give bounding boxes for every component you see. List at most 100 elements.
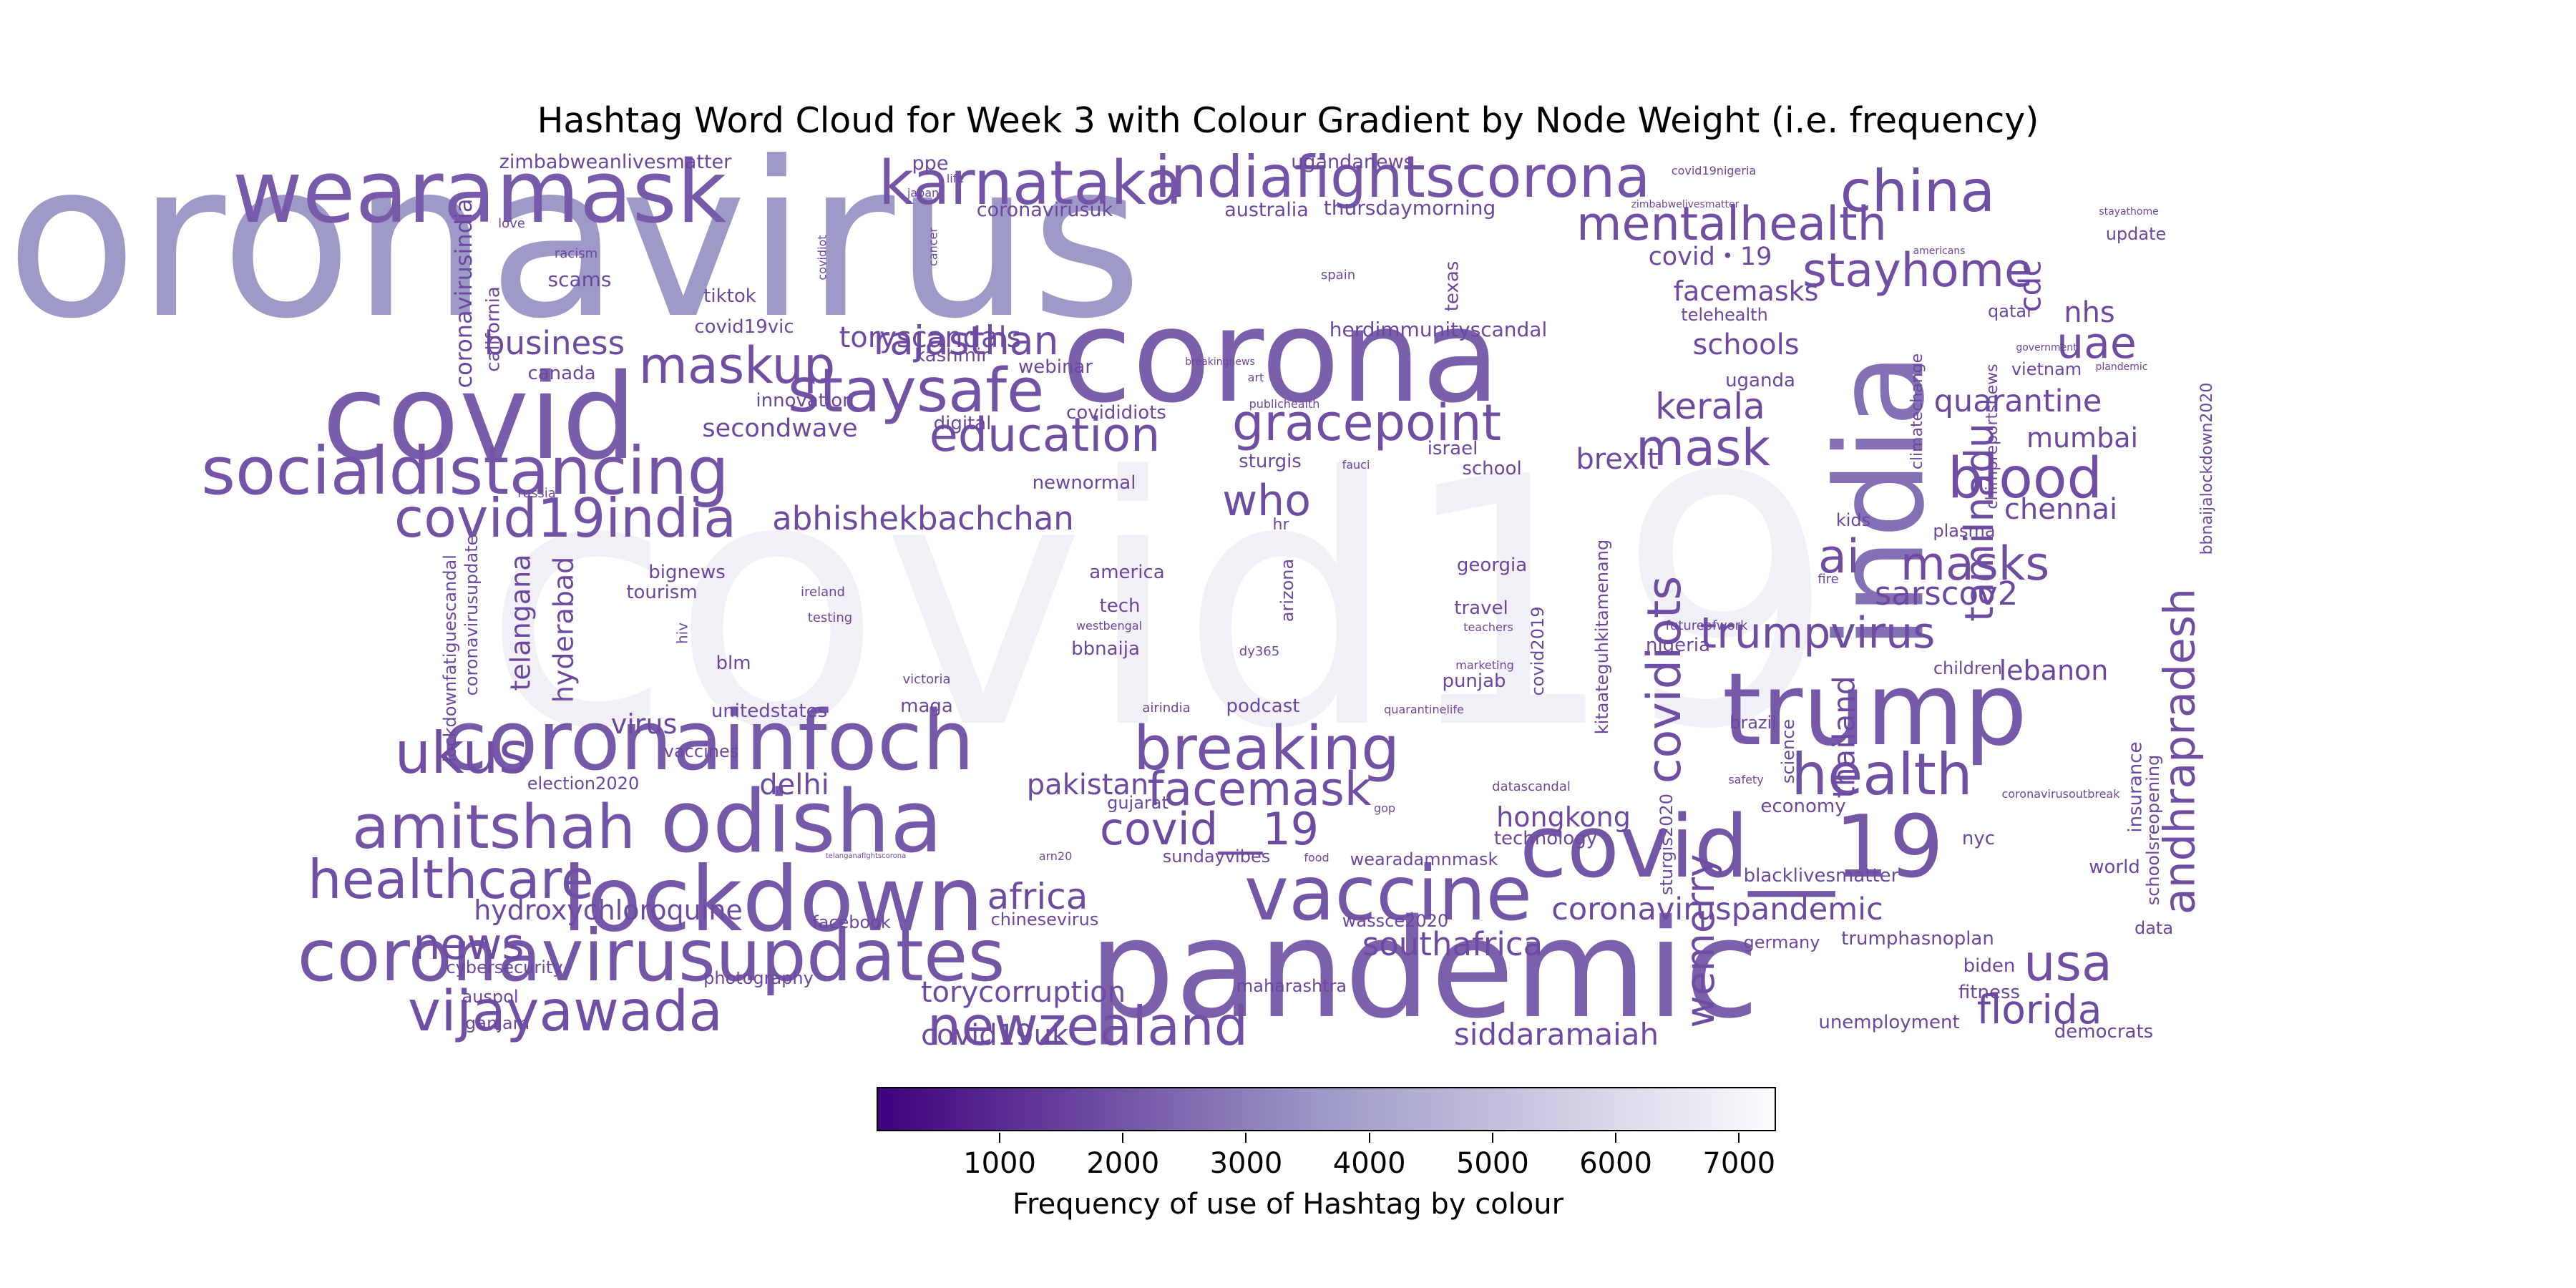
word-biden: biden (1963, 955, 2016, 977)
word-mumbai: mumbai (2026, 422, 2138, 454)
word-ukus: ukus (395, 720, 529, 786)
word-hr: hr (1273, 516, 1290, 534)
word-coronavirusindia: coronavirusindia (450, 198, 477, 388)
word-covid2019: covid2019 (1528, 606, 1548, 696)
word-coronainfoch: coronainfoch (442, 693, 975, 789)
word-racism: racism (555, 246, 597, 261)
word-china: china (1840, 158, 1996, 225)
word-gracepoint: gracepoint (1232, 394, 1501, 452)
word-karnataka: karnataka (879, 148, 1182, 219)
word-education: education (930, 409, 1161, 462)
word-africa: africa (987, 876, 1088, 917)
word-arn20: arn20 (1039, 849, 1073, 863)
word-chennai: chennai (2004, 493, 2117, 526)
word-wearamask: wearamask (233, 143, 727, 243)
chart-title: Hashtag Word Cloud for Week 3 with Colou… (537, 100, 2039, 141)
word-facemask: facemask (1147, 763, 1371, 816)
word-digital: digital (934, 413, 992, 434)
word-vaccines: vaccines (664, 741, 738, 761)
word-life: life (947, 172, 964, 185)
word-covid: covid (322, 348, 637, 486)
word-nigeria: nigeria (1646, 635, 1710, 656)
word-airindia: airindia (1142, 701, 1190, 716)
word-socialdistancing: socialdistancing (201, 433, 729, 509)
word-webinar: webinar (1018, 356, 1093, 378)
colorbar-tick (1615, 1133, 1617, 1143)
word-virus: virus (611, 708, 678, 740)
word-delhi: delhi (759, 769, 829, 801)
word-usa: usa (2024, 934, 2112, 992)
word-fire: fire (1818, 572, 1838, 587)
colorbar-tick (1368, 1133, 1370, 1143)
word-ireland: ireland (801, 585, 845, 600)
word-testing: testing (808, 610, 852, 625)
word-covid19india: covid19india (394, 487, 736, 550)
word-scams: scams (547, 268, 611, 291)
word-hiv: hiv (674, 623, 691, 644)
word-unitedstates: unitedstates (711, 701, 827, 722)
word-covidiot: covidiot (816, 235, 829, 280)
word-vaccine: vaccine (1244, 850, 1532, 937)
word-government: government (2016, 342, 2077, 353)
word-innovation: innovation (756, 390, 854, 411)
word-germany: germany (1744, 932, 1820, 952)
word-telangana: telangana (505, 555, 537, 691)
word-ganjam: ganjam (465, 1013, 530, 1033)
word-australia: australia (1224, 199, 1309, 221)
word-staysafe: staysafe (788, 356, 1045, 426)
word-dy365: dy365 (1239, 644, 1279, 659)
word-chimpreportsnews: chimpreportsnews (1984, 364, 2001, 509)
word-tech: tech (1100, 595, 1141, 617)
word-science: science (1778, 719, 1798, 784)
word-fauci: fauci (1342, 458, 1370, 472)
word-ugandanews: ugandanews (1291, 151, 1413, 173)
word-texas: texas (1442, 261, 1463, 312)
word-blood: blood (1948, 447, 2102, 511)
word-pakistan: pakistan (1027, 769, 1149, 801)
word-torycorruption: torycorruption (921, 976, 1126, 1009)
colorbar-tick-label: 5000 (1455, 1147, 1529, 1180)
word-podcast: podcast (1226, 696, 1300, 717)
word-maga: maga (900, 696, 953, 717)
word-gujarat: gujarat (1107, 793, 1169, 813)
word-sundayvibes: sundayvibes (1163, 847, 1270, 867)
word-telanganafightscorona: telanganafightscorona (826, 852, 906, 860)
word-teachers: teachers (1463, 620, 1513, 634)
word-abhishekbachchan: abhishekbachchan (772, 499, 1074, 537)
word-plandemic: plandemic (2096, 361, 2148, 373)
word-coronaviruspandemic: coronaviruspandemic (1551, 892, 1883, 927)
word-israel: israel (1428, 438, 1478, 459)
word-hyderabad: hyderabad (548, 557, 580, 703)
word-health: health (1791, 741, 1972, 808)
word-lockdown: lockdown (562, 848, 984, 952)
word-coronavirusupdates: coronavirusupdates (298, 914, 1005, 997)
word-herdimmunityscandal: herdimmunityscandal (1330, 318, 1548, 341)
word-thailand: thailand (1827, 675, 1862, 798)
word-stayhome: stayhome (1802, 244, 2033, 298)
word-tiktok: tiktok (703, 286, 756, 307)
word-thursdaymorning: thursdaymorning (1324, 196, 1496, 220)
word-cancer: cancer (927, 228, 940, 266)
word-uganda: uganda (1725, 370, 1795, 391)
word-business: business (484, 324, 625, 362)
word-who: who (1222, 476, 1311, 526)
word-america: america (1089, 562, 1164, 583)
word-blacklivesmatter: blacklivesmatter (1744, 865, 1899, 887)
word-florida: florida (1977, 987, 2102, 1033)
word-futureofwork: futureofwork (1666, 618, 1748, 633)
word-zimbabwelivesmatter: zimbabwelivesmatter (1631, 199, 1740, 210)
word-world: world (2089, 857, 2140, 878)
word-covid19uk: covid19uk (921, 1019, 1069, 1052)
word-economy: economy (1760, 796, 1845, 817)
word-covid19: covid19 (483, 404, 1835, 804)
word-uae: uae (2057, 318, 2137, 369)
word-newnormal: newnormal (1033, 472, 1136, 494)
word-publichealth: publichealth (1249, 397, 1320, 411)
colorbar-tick-label: 4000 (1332, 1147, 1406, 1180)
word-bignews: bignews (648, 562, 726, 583)
word-mask: mask (1636, 419, 1771, 477)
word-facemasks: facemasks (1674, 275, 1819, 307)
word-news: news (413, 919, 524, 970)
colorbar-tick-label: 3000 (1209, 1147, 1283, 1180)
